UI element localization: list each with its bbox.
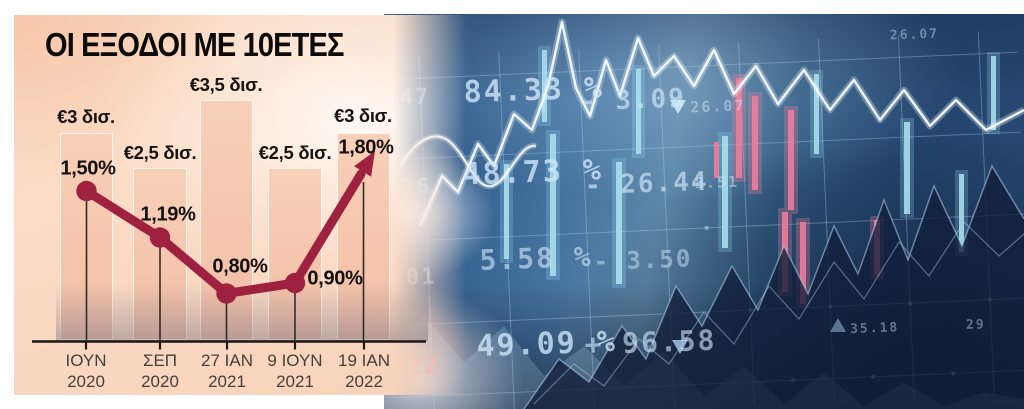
line-point-label: 0,80% bbox=[212, 255, 268, 278]
x-axis-label-line1: ΣΕΠ bbox=[142, 351, 178, 370]
x-axis-label-line2: 2021 bbox=[276, 371, 314, 391]
bg-number: 49.09 % bbox=[476, 324, 618, 364]
bar-value-label: €2,5 δισ. bbox=[258, 142, 332, 163]
x-axis-label-line2: 2020 bbox=[67, 371, 105, 391]
inner-rising-line bbox=[533, 221, 1024, 405]
candlesticks bbox=[500, 46, 1000, 308]
bg-number: 5.58 % bbox=[479, 240, 593, 277]
x-axis-label: 27 ΙΑΝ 2021 bbox=[182, 351, 272, 392]
x-axis-label: ΣΕΠ 2020 bbox=[115, 351, 205, 392]
mountain-ridge-line bbox=[523, 164, 1024, 409]
bg-number: 48.73 % bbox=[462, 153, 604, 193]
x-axis-label-line2: 2022 bbox=[345, 371, 383, 391]
bar-value-label: €3,5 δισ. bbox=[189, 74, 263, 95]
bar-value-label: €2,5 δισ. bbox=[123, 142, 197, 163]
x-axis-label-line1: 9 ΙΟΥΝ bbox=[267, 351, 323, 370]
x-axis-label: ΙΟΥΝ 2020 bbox=[41, 351, 131, 392]
triangle-down-icon bbox=[670, 100, 686, 114]
bg-number: 26.07 bbox=[690, 96, 746, 116]
stock-market-photo: 84.33 % - 3.09 48.73 % - 26.44 5.58 % - … bbox=[384, 14, 1024, 409]
line-point-label: 0,90% bbox=[307, 267, 363, 290]
bg-number: 35.18 bbox=[850, 320, 900, 337]
bg-number: 84.33 % bbox=[463, 70, 605, 110]
triangle-up-icon bbox=[830, 318, 846, 332]
dark-mountain-area bbox=[524, 166, 1024, 409]
x-axis-label-line1: ΙΟΥΝ bbox=[65, 351, 107, 370]
bg-number: 29 bbox=[966, 317, 986, 333]
stock-photo-art: 84.33 % - 3.09 48.73 % - 26.44 5.58 % - … bbox=[384, 18, 1024, 409]
line-point-label: 1,19% bbox=[140, 203, 196, 226]
line-point-label: 1,80% bbox=[338, 136, 394, 159]
bg-number: 26.07 bbox=[890, 27, 940, 44]
bar-value-label: €3 δισ. bbox=[57, 106, 115, 127]
bg-number: - 26.44 bbox=[584, 167, 709, 201]
x-axis-label-line1: 27 ΙΑΝ bbox=[201, 351, 253, 370]
x-axis-label: 9 ΙΟΥΝ 2021 bbox=[250, 351, 340, 392]
x-axis-label: 19 ΙΑΝ 2022 bbox=[319, 351, 409, 392]
bg-number: + 96.58 bbox=[584, 324, 717, 362]
x-axis-label-line2: 2021 bbox=[208, 371, 246, 391]
arrow-triangles bbox=[670, 100, 846, 354]
page-title: ΟΙ ΕΞΟΔΟΙ ΜΕ 10ΕΤΕΣ bbox=[45, 26, 344, 63]
x-axis-label-line1: 19 ΙΑΝ bbox=[338, 351, 390, 370]
line-point-label: 1,50% bbox=[60, 157, 116, 180]
bg-number: - 3.50 bbox=[593, 244, 693, 275]
x-axis-label-line2: 2020 bbox=[141, 371, 179, 391]
triangle-down-icon bbox=[672, 340, 688, 354]
bar-value-label: €3 δισ. bbox=[334, 105, 392, 126]
bg-number: - 3.09 bbox=[580, 84, 687, 118]
jagged-trend-line bbox=[416, 18, 1024, 228]
bg-number: 5.51 bbox=[695, 173, 740, 193]
photo-showthrough-haze bbox=[56, 284, 428, 341]
